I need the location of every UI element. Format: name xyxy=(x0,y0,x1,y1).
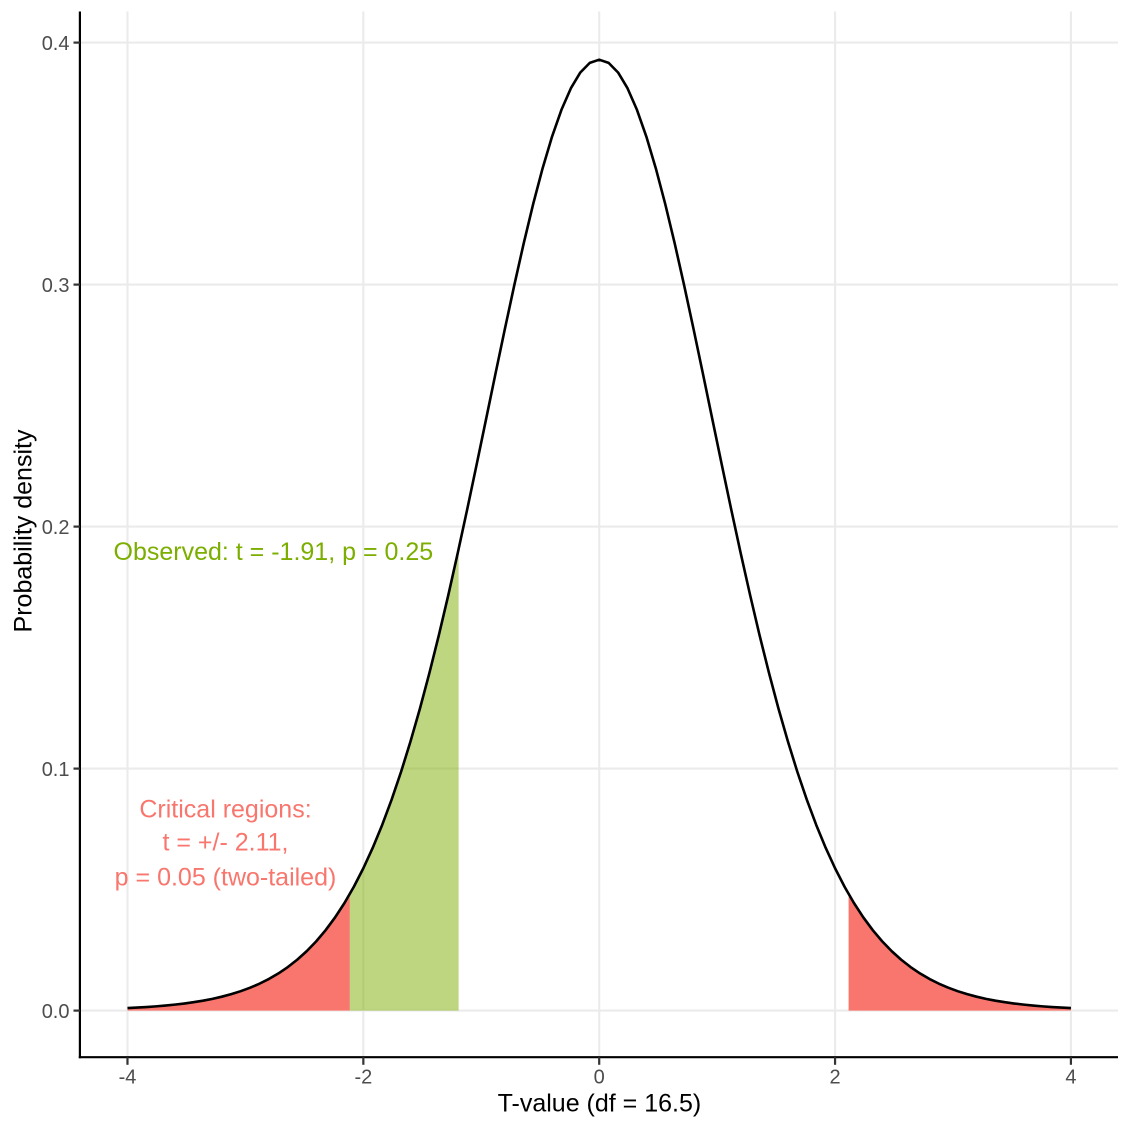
svg-text:Observed: t = -1.91, p = 0.25: Observed: t = -1.91, p = 0.25 xyxy=(114,538,434,566)
svg-text:t = +/- 2.11,: t = +/- 2.11, xyxy=(162,828,288,856)
svg-text:0.0: 0.0 xyxy=(42,1001,70,1023)
svg-text:0.4: 0.4 xyxy=(42,33,70,55)
svg-text:4: 4 xyxy=(1065,1067,1076,1089)
svg-text:0.1: 0.1 xyxy=(42,759,70,781)
svg-text:-2: -2 xyxy=(354,1067,372,1089)
svg-text:2: 2 xyxy=(829,1067,840,1089)
svg-text:0.2: 0.2 xyxy=(42,517,70,539)
svg-text:Critical regions:: Critical regions: xyxy=(139,796,311,824)
svg-text:0.3: 0.3 xyxy=(42,275,70,297)
svg-text:Probability density: Probability density xyxy=(10,429,38,632)
svg-text:-4: -4 xyxy=(119,1067,137,1089)
svg-text:p = 0.05 (two-tailed): p = 0.05 (two-tailed) xyxy=(115,864,337,892)
svg-text:0: 0 xyxy=(594,1067,605,1089)
svg-text:T-value (df = 16.5): T-value (df = 16.5) xyxy=(498,1090,702,1118)
